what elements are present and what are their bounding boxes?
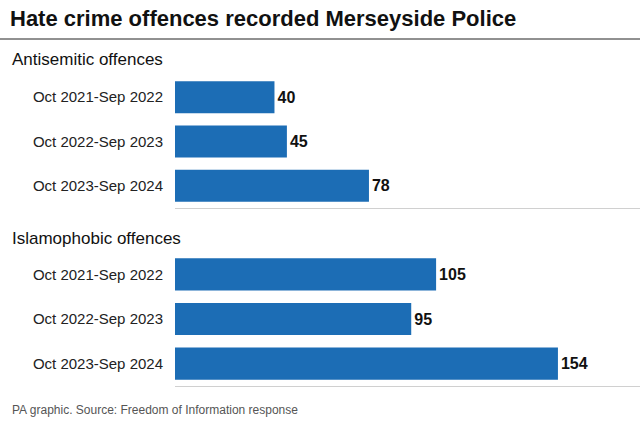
- svg-text:Oct 2023-Sep 2024: Oct 2023-Sep 2024: [33, 355, 163, 372]
- svg-text:78: 78: [372, 177, 390, 194]
- svg-text:Hate crime offences recorded M: Hate crime offences recorded Merseyside …: [10, 6, 516, 31]
- svg-text:Oct 2021-Sep 2022: Oct 2021-Sep 2022: [33, 266, 163, 283]
- svg-text:Islamophobic offences: Islamophobic offences: [12, 229, 181, 248]
- svg-text:PA graphic. Source: Freedom of: PA graphic. Source: Freedom of Informati…: [12, 403, 298, 417]
- svg-text:105: 105: [439, 266, 466, 283]
- svg-text:Oct 2023-Sep 2024: Oct 2023-Sep 2024: [33, 177, 163, 194]
- svg-text:154: 154: [561, 355, 588, 372]
- svg-text:Oct 2021-Sep 2022: Oct 2021-Sep 2022: [33, 88, 163, 105]
- svg-text:45: 45: [290, 133, 308, 150]
- svg-text:Oct 2022-Sep 2023: Oct 2022-Sep 2023: [33, 133, 163, 150]
- svg-text:40: 40: [277, 89, 295, 106]
- svg-text:Oct 2022-Sep 2023: Oct 2022-Sep 2023: [33, 310, 163, 327]
- svg-text:95: 95: [414, 311, 432, 328]
- svg-text:Antisemitic offences: Antisemitic offences: [12, 50, 163, 69]
